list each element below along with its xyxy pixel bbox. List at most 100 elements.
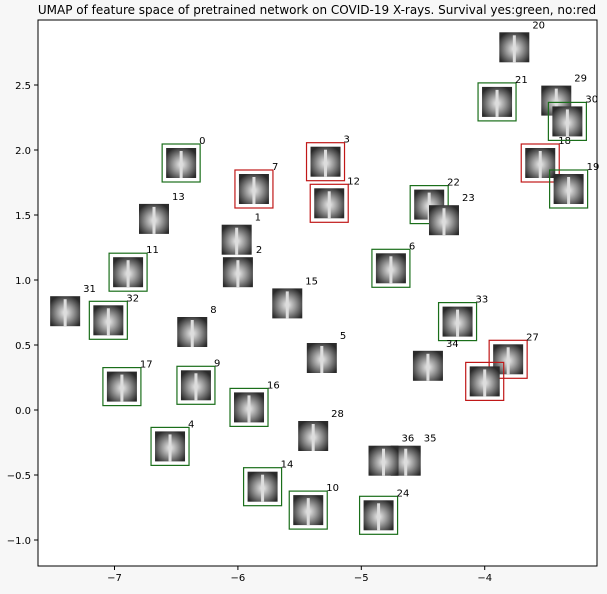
survival-box — [108, 252, 148, 292]
xray-thumbnail — [306, 343, 337, 373]
survival-box — [229, 387, 269, 427]
point-label: 20 — [532, 20, 545, 31]
y-tick-label: 0.0 — [15, 406, 31, 417]
survival-box — [102, 367, 142, 407]
xray-thumbnail — [437, 302, 478, 342]
point-label: 4 — [188, 419, 194, 430]
survival-box — [520, 143, 560, 183]
y-tick-label: 1.0 — [15, 276, 31, 287]
point-label: 21 — [515, 75, 528, 86]
xray-thumbnail — [161, 143, 201, 183]
point-label: 19 — [587, 162, 600, 173]
xray-thumbnail — [547, 101, 587, 142]
x-tick-label: −5 — [354, 573, 369, 584]
y-tick-label: 1.5 — [15, 211, 31, 222]
xray-thumbnail — [549, 169, 589, 209]
xray-thumbnail — [488, 339, 528, 379]
xray-thumbnail — [465, 361, 505, 401]
survival-box — [234, 169, 274, 209]
point-label: 2 — [256, 245, 262, 256]
survival-box — [288, 490, 328, 530]
survival-box — [161, 143, 201, 183]
xray-thumbnail — [305, 142, 346, 182]
survival-box — [465, 361, 505, 401]
xray-thumbnail — [102, 367, 142, 407]
xray-thumbnail — [309, 183, 349, 223]
survival-box — [549, 169, 589, 209]
xray-thumbnail — [428, 205, 459, 236]
x-tick-label: −4 — [477, 573, 492, 584]
xray-thumbnail — [499, 32, 530, 63]
point-label: 6 — [409, 241, 415, 252]
xray-thumbnail — [288, 490, 328, 530]
xray-thumbnail — [242, 467, 283, 507]
point-label: 27 — [526, 332, 539, 343]
point-label: 16 — [267, 380, 280, 391]
point-label: 30 — [585, 94, 598, 105]
point-label: 15 — [305, 276, 318, 287]
point-label: 33 — [476, 295, 489, 306]
chart-title: UMAP of feature space of pretrained netw… — [38, 3, 596, 17]
y-tick-label: 0.5 — [15, 341, 31, 352]
xray-thumbnail — [50, 296, 81, 327]
point-label: 23 — [462, 193, 475, 204]
xray-thumbnail — [371, 248, 411, 288]
point-label: 14 — [281, 460, 294, 471]
xray-thumbnail — [221, 224, 252, 255]
xray-thumbnail — [138, 203, 169, 234]
x-tick-label: −6 — [231, 573, 246, 584]
xray-thumbnail — [477, 82, 517, 122]
point-label: 1 — [255, 213, 261, 224]
xray-thumbnail — [108, 252, 148, 292]
survival-box — [488, 339, 528, 379]
y-tick-label: 2.0 — [15, 146, 31, 157]
point-label: 29 — [574, 74, 587, 85]
xray-thumbnail — [368, 445, 399, 476]
y-tick-label: −1.0 — [7, 536, 31, 547]
xray-thumbnail — [222, 257, 253, 288]
point-label: 17 — [140, 360, 153, 371]
xray-thumbnail — [272, 288, 303, 319]
xray-thumbnail — [358, 495, 399, 535]
point-label: 13 — [172, 192, 185, 203]
point-label: 10 — [326, 483, 339, 494]
point-label: 31 — [83, 284, 96, 295]
plot-area — [37, 19, 598, 567]
xray-thumbnail — [88, 300, 128, 340]
xray-thumbnail — [229, 387, 269, 427]
y-tick-label: −0.5 — [7, 471, 31, 482]
point-label: 0 — [199, 136, 205, 147]
survival-box — [176, 365, 216, 405]
xray-thumbnail — [177, 317, 208, 347]
survival-box — [150, 426, 190, 466]
x-tick-label: −7 — [107, 573, 122, 584]
survival-box — [437, 302, 478, 342]
point-label: 28 — [331, 409, 344, 420]
point-label: 22 — [447, 178, 460, 189]
point-label: 5 — [340, 331, 346, 342]
survival-box — [547, 101, 587, 142]
point-label: 18 — [558, 136, 571, 147]
xray-thumbnail — [150, 426, 190, 466]
xray-thumbnail — [298, 421, 329, 451]
xray-thumbnail — [412, 350, 443, 381]
xray-thumbnail — [520, 143, 560, 183]
point-label: 35 — [424, 434, 437, 445]
xray-thumbnail — [176, 365, 216, 405]
point-label: 8 — [210, 305, 216, 316]
survival-box — [88, 300, 128, 340]
point-label: 11 — [146, 245, 159, 256]
point-label: 3 — [344, 135, 350, 146]
survival-box — [371, 248, 411, 288]
survival-box — [477, 82, 517, 122]
survival-box — [309, 183, 349, 223]
survival-box — [242, 467, 283, 507]
point-label: 9 — [214, 358, 220, 369]
point-label: 36 — [402, 434, 415, 445]
point-label: 34 — [446, 339, 459, 350]
point-label: 7 — [272, 162, 278, 173]
y-tick-label: 2.5 — [15, 81, 31, 92]
xray-thumbnail — [234, 169, 274, 209]
